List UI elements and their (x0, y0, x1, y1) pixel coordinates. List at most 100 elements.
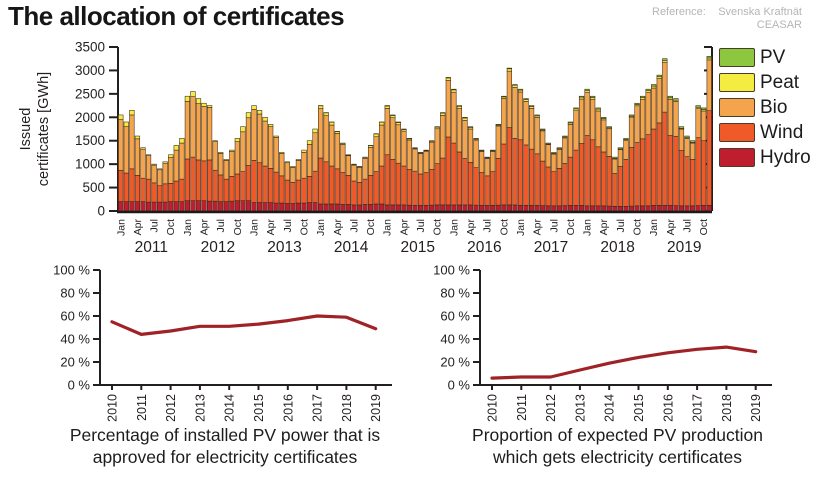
svg-text:2017: 2017 (311, 394, 325, 422)
legend-label-pv: PV (760, 46, 786, 68)
svg-text:Jan: Jan (648, 219, 660, 236)
svg-text:2018: 2018 (720, 394, 734, 422)
svg-text:0 %: 0 % (448, 378, 471, 393)
svg-text:Oct: Oct (432, 219, 444, 235)
svg-text:2011: 2011 (135, 239, 168, 256)
svg-text:Jan: Jan (582, 219, 594, 236)
legend-swatch-hydro (719, 148, 755, 167)
svg-text:2014: 2014 (334, 239, 369, 256)
svg-text:Jul: Jul (548, 219, 560, 232)
legend-item-peat: Peat (719, 72, 811, 93)
svg-text:Jan: Jan (382, 219, 394, 236)
svg-text:Oct: Oct (165, 219, 177, 235)
svg-text:Apr: Apr (265, 219, 277, 236)
pv-percentage-line-charts: 0 % 20 % 40 % 60 % 80 % 100 % 2010 2011 2012 2013… (53, 263, 772, 422)
svg-text:500: 500 (82, 180, 105, 195)
svg-text:Oct: Oct (365, 219, 377, 235)
svg-text:Apr: Apr (132, 219, 144, 236)
svg-text:Jul: Jul (615, 219, 627, 232)
svg-text:1000: 1000 (75, 157, 105, 172)
svg-text:Jul: Jul (482, 219, 494, 232)
svg-text:Oct: Oct (498, 219, 510, 235)
svg-text:2019: 2019 (667, 239, 701, 256)
svg-text:3000: 3000 (75, 63, 105, 78)
legend-label-bio: Bio (760, 96, 788, 118)
legend-swatch-wind (719, 123, 755, 142)
reference-system: CEASAR (756, 19, 802, 31)
svg-text:Apr: Apr (532, 219, 544, 236)
svg-text:Apr: Apr (665, 219, 677, 236)
svg-text:Jan: Jan (515, 219, 527, 236)
svg-text:2015: 2015 (401, 239, 435, 256)
legend-swatch-peat (719, 73, 755, 92)
svg-text:2019: 2019 (369, 394, 383, 422)
svg-text:Jul: Jul (348, 219, 360, 232)
svg-text:0: 0 (97, 204, 105, 219)
svg-text:Apr: Apr (465, 219, 477, 236)
svg-text:Apr: Apr (332, 219, 344, 236)
svg-text:2010: 2010 (106, 394, 120, 422)
svg-text:2011: 2011 (135, 394, 149, 421)
svg-text:40 %: 40 % (440, 332, 470, 347)
issued-certificates-stacked-bar-chart: 0 500 1000 1500 2000 2500 3000 3500 Issued certif… (18, 40, 713, 256)
legend-item-pv: PV (719, 47, 811, 68)
svg-text:Oct: Oct (232, 219, 244, 235)
svg-text:20 %: 20 % (60, 355, 90, 370)
svg-text:Oct: Oct (632, 219, 644, 235)
chart-legend: PV Peat Bio Wind Hydro (719, 47, 811, 168)
svg-text:1500: 1500 (75, 133, 105, 148)
svg-text:2017: 2017 (534, 239, 568, 256)
page-title: The allocation of certificates (8, 1, 345, 31)
svg-text:Oct: Oct (698, 219, 710, 235)
svg-text:60 %: 60 % (440, 309, 470, 324)
svg-text:Jan: Jan (249, 219, 261, 236)
svg-text:Oct: Oct (298, 219, 310, 235)
legend-item-bio: Bio (719, 97, 811, 118)
svg-text:100 %: 100 % (433, 263, 470, 278)
legend-label-peat: Peat (760, 71, 800, 93)
reference-value: Svenska Kraftnät CEASAR (718, 6, 802, 32)
svg-text:2016: 2016 (281, 394, 295, 422)
svg-text:Apr: Apr (598, 219, 610, 236)
svg-text:2000: 2000 (75, 110, 105, 125)
legend-item-wind: Wind (719, 122, 811, 143)
svg-text:40 %: 40 % (60, 332, 90, 347)
svg-text:Apr: Apr (199, 219, 211, 236)
svg-text:3500: 3500 (75, 40, 105, 55)
svg-text:Jul: Jul (149, 219, 161, 232)
svg-text:2014: 2014 (223, 394, 237, 422)
svg-text:2011: 2011 (515, 394, 529, 421)
svg-text:100 %: 100 % (53, 263, 90, 278)
svg-text:2012: 2012 (544, 394, 558, 422)
svg-text:2015: 2015 (632, 394, 646, 422)
svg-text:2500: 2500 (75, 86, 105, 101)
svg-text:Jul: Jul (682, 219, 694, 232)
svg-text:2018: 2018 (600, 239, 634, 256)
legend-label-wind: Wind (760, 121, 804, 143)
svg-text:0 %: 0 % (68, 378, 91, 393)
svg-text:2012: 2012 (201, 239, 235, 256)
svg-text:Jul: Jul (215, 219, 227, 232)
svg-text:Jan: Jan (448, 219, 460, 236)
svg-text:Apr: Apr (398, 219, 410, 236)
svg-text:2013: 2013 (267, 239, 301, 256)
caption-right: Proportion of expected PV production whi… (472, 425, 763, 467)
reference-label: Reference: (652, 6, 706, 18)
legend-label-hydro: Hydro (760, 146, 811, 168)
svg-text:certificates [GWh]: certificates [GWh] (36, 72, 52, 186)
svg-text:Jan: Jan (182, 219, 194, 236)
svg-text:Issued: Issued (18, 108, 34, 151)
svg-text:2018: 2018 (340, 394, 354, 422)
svg-text:60 %: 60 % (60, 309, 90, 324)
svg-text:Oct: Oct (565, 219, 577, 235)
svg-text:Jul: Jul (282, 219, 294, 232)
svg-text:Jan: Jan (115, 219, 127, 236)
svg-text:Jan: Jan (315, 219, 327, 236)
caption-left: Percentage of installed PV power that is… (69, 425, 381, 467)
svg-text:80 %: 80 % (440, 286, 470, 301)
svg-text:2014: 2014 (603, 394, 617, 422)
svg-text:2016: 2016 (661, 394, 675, 422)
svg-text:2015: 2015 (252, 394, 266, 422)
legend-swatch-pv (719, 48, 755, 67)
svg-text:2013: 2013 (573, 394, 587, 422)
